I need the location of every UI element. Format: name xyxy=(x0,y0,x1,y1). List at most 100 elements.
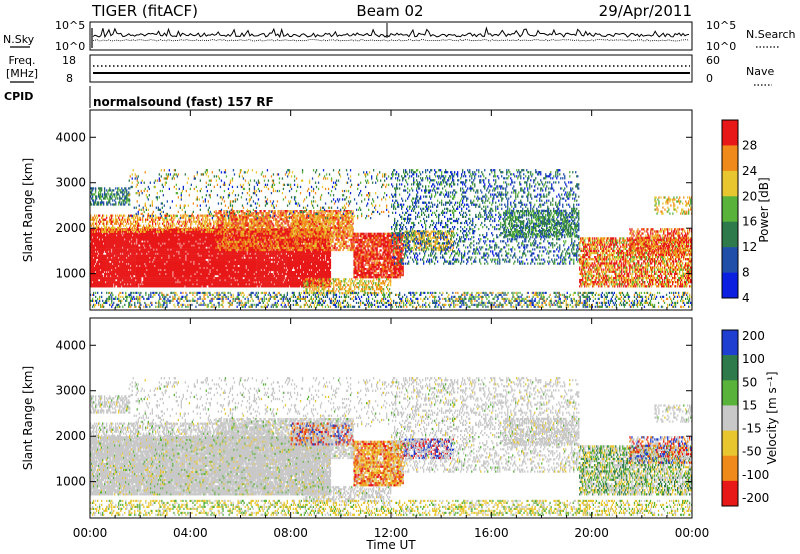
heatmap-cell xyxy=(163,263,164,265)
heatmap-cell xyxy=(94,271,95,273)
heatmap-cell xyxy=(178,245,179,247)
heatmap-cell xyxy=(243,257,244,259)
noise-traces xyxy=(92,23,689,48)
noise-top-tick: 10^5 xyxy=(55,19,85,32)
heatmap-cell xyxy=(130,277,131,279)
heatmap-cell xyxy=(182,242,183,244)
heatmap-cell xyxy=(197,255,198,257)
heatmap-cell xyxy=(164,273,165,275)
heatmap-cell xyxy=(98,230,99,232)
heatmap-cell xyxy=(135,265,136,267)
heatmap-cell xyxy=(93,265,94,267)
heatmap-cell xyxy=(158,273,159,275)
heatmap-cell xyxy=(102,242,103,244)
heatmap-cell xyxy=(110,269,111,271)
heatmap-cell xyxy=(107,251,108,253)
heatmap-cell xyxy=(237,271,238,273)
heatmap-cell xyxy=(135,240,136,242)
heatmap-cell xyxy=(118,261,119,263)
heatmap-cell xyxy=(121,253,122,255)
heatmap-cell xyxy=(174,281,175,283)
nave-label: Nave xyxy=(746,65,774,78)
heatmap-cell xyxy=(255,281,256,283)
heatmap-cell xyxy=(127,269,128,271)
heatmap-cell xyxy=(140,281,141,283)
heatmap-cell xyxy=(215,257,216,259)
heatmap-cell xyxy=(178,242,179,244)
heatmap-cell xyxy=(115,234,116,236)
heatmap-cell xyxy=(99,269,100,271)
heatmap-cell xyxy=(110,257,111,259)
heatmap-cell xyxy=(176,279,177,281)
heatmap-cell xyxy=(245,265,246,267)
heatmap-cell xyxy=(191,283,192,285)
heatmap-cell xyxy=(256,285,257,287)
heatmap-cell xyxy=(138,265,139,267)
heatmap-cell xyxy=(127,255,128,257)
heatmap-cell xyxy=(101,273,102,275)
heatmap-cell xyxy=(103,251,104,253)
heatmap-cell xyxy=(96,251,97,253)
heatmap-cell xyxy=(148,245,149,247)
heatmap-cell xyxy=(171,271,172,273)
heatmap-cell xyxy=(243,255,244,257)
heatmap-cell xyxy=(145,253,146,255)
heatmap-cell xyxy=(176,281,177,283)
heatmap-cell xyxy=(157,242,158,244)
heatmap-cell xyxy=(129,265,130,267)
heatmap-cell xyxy=(167,238,168,240)
heatmap-cell xyxy=(195,283,196,285)
heatmap-cell xyxy=(193,273,194,275)
heatmap-cell xyxy=(223,279,224,281)
heatmap-cell xyxy=(92,257,93,259)
heatmap-cell xyxy=(137,283,138,285)
heatmap-cell xyxy=(131,234,132,236)
heatmap-cell xyxy=(255,271,256,273)
heatmap-cell xyxy=(141,283,142,285)
heatmap-cell xyxy=(178,257,179,259)
heatmap-cell xyxy=(145,269,146,271)
heatmap-cell xyxy=(208,263,209,265)
heatmap-cell xyxy=(198,242,199,244)
heatmap-cell xyxy=(138,249,139,251)
heatmap-cell xyxy=(143,247,144,249)
heatmap-cell xyxy=(111,263,112,265)
heatmap-cell xyxy=(157,269,158,271)
heatmap-cell xyxy=(206,261,207,263)
heatmap-cell xyxy=(104,234,105,236)
heatmap-cell xyxy=(143,273,144,275)
heatmap-cell xyxy=(102,253,103,255)
power-heatmap-cells xyxy=(90,169,692,308)
freq-top-tick: 18 xyxy=(62,54,76,67)
heatmap-cell xyxy=(108,261,109,263)
heatmap-cell xyxy=(204,247,205,249)
heatmap-cell xyxy=(139,283,140,285)
heatmap-cell xyxy=(140,279,141,281)
heatmap-cell xyxy=(248,257,249,259)
heatmap-cell xyxy=(129,269,130,271)
heatmap-cell xyxy=(247,269,248,271)
heatmap-cell xyxy=(192,245,193,247)
heatmap-cell xyxy=(94,251,95,253)
heatmap-cell xyxy=(254,253,255,255)
heatmap-cell xyxy=(200,285,201,287)
heatmap-cell xyxy=(117,257,118,259)
heatmap-cell xyxy=(224,265,225,267)
heatmap-cell xyxy=(207,255,208,257)
heatmap-cell xyxy=(126,249,127,251)
heatmap-cell xyxy=(213,275,214,277)
heatmap-cell xyxy=(159,245,160,247)
heatmap-cell xyxy=(212,277,213,279)
heatmap-cell xyxy=(171,273,172,275)
heatmap-cell xyxy=(184,255,185,257)
heatmap-cell xyxy=(177,238,178,240)
heatmap-cell xyxy=(94,263,95,265)
heatmap-cell xyxy=(254,277,255,279)
heatmap-cell xyxy=(207,247,208,249)
heatmap-cell xyxy=(163,269,164,271)
heatmap-cell xyxy=(250,257,251,259)
heatmap-cell xyxy=(120,285,121,287)
heatmap-cell xyxy=(207,273,208,275)
